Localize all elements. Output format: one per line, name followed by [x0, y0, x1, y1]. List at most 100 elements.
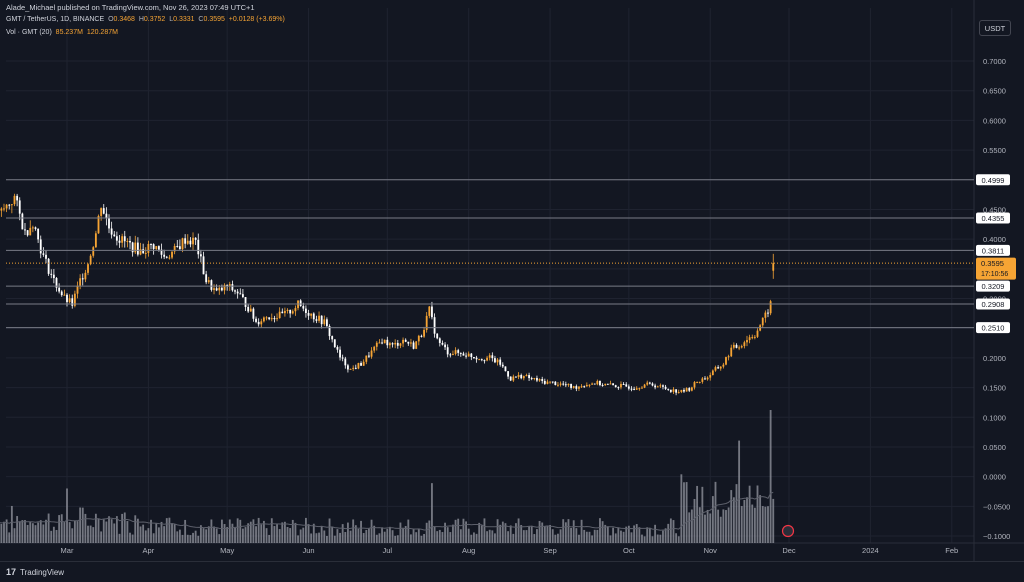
volume-bar: [436, 531, 439, 543]
volume-bar: [81, 507, 84, 543]
candle-body: [100, 208, 103, 216]
candle-body: [546, 381, 549, 384]
candle-body: [283, 310, 286, 314]
candle-body: [136, 242, 139, 255]
candle-body: [748, 337, 751, 341]
candle-body: [585, 384, 588, 387]
volume-bar: [16, 516, 19, 543]
volume-bar: [92, 527, 95, 543]
volume-bar: [557, 533, 559, 543]
volume-bar: [690, 509, 693, 543]
volume-bar: [386, 528, 389, 543]
volume-bar: [396, 535, 399, 543]
candle-body: [604, 383, 607, 386]
candle-body: [509, 376, 512, 381]
candle-body: [751, 337, 754, 339]
candle-body: [704, 378, 706, 380]
candle-body: [326, 319, 328, 327]
volume-bar: [39, 520, 42, 543]
volume-bar: [244, 527, 247, 543]
volume-bar: [711, 496, 714, 543]
y-tick-label: 0.2000: [983, 354, 1006, 363]
volume-bar: [654, 524, 657, 543]
candle-body: [331, 336, 334, 340]
volume-bar: [743, 500, 746, 543]
candle-body: [37, 228, 40, 240]
volume-bar: [722, 509, 725, 543]
symbol-name: GMT / TetherUS, 1D, BINANCE: [6, 16, 105, 23]
candle-body: [420, 335, 423, 337]
volume-bar: [407, 519, 410, 543]
candle-body: [431, 306, 433, 318]
volume-bar: [651, 536, 654, 543]
volume-bar: [554, 534, 557, 543]
volume-bar: [433, 526, 436, 543]
volume-bar: [719, 516, 722, 543]
candle-body: [289, 309, 292, 314]
candle-body: [462, 353, 465, 356]
candle-body: [92, 247, 95, 256]
candle-body: [562, 383, 565, 385]
candle-body: [735, 344, 738, 348]
close-value: 0.3595: [203, 16, 225, 23]
candle-body: [465, 355, 467, 357]
candle-body: [352, 367, 355, 369]
price-chart[interactable]: 0.70000.65000.60000.55000.50000.45000.40…: [0, 0, 1024, 561]
volume-bar: [646, 527, 649, 543]
candle-body: [391, 343, 394, 345]
candle-body: [310, 313, 313, 316]
candle-body: [648, 382, 651, 384]
candle-body: [365, 355, 368, 362]
candle-body: [228, 284, 231, 287]
volume-bar: [512, 533, 515, 543]
candle-body: [677, 392, 680, 394]
candle-body: [339, 349, 341, 358]
candle-body: [627, 386, 630, 389]
volume-bar: [580, 519, 583, 543]
volume-bar: [725, 510, 727, 543]
candle-body: [488, 355, 491, 358]
volume-ma-line: [0, 491, 774, 531]
volume-bar: [255, 526, 257, 543]
candle-body: [255, 318, 257, 322]
volume-bar: [50, 530, 53, 543]
volume-label: Vol · GMT (20): [6, 29, 52, 36]
volume-bar: [478, 522, 481, 543]
volume-bar: [100, 531, 103, 543]
candle-body: [315, 319, 318, 321]
candle-body: [606, 383, 609, 385]
volume-bar: [391, 530, 394, 543]
volume-bar: [192, 532, 194, 543]
volume-bar: [601, 521, 604, 543]
volume-bar: [323, 530, 326, 543]
candle-body: [50, 273, 53, 275]
volume-bar: [641, 534, 643, 543]
volume-bar: [110, 519, 113, 543]
candle-body: [281, 311, 284, 314]
volume-bar: [462, 518, 465, 543]
volume-bar: [704, 514, 706, 543]
candle-body: [680, 389, 683, 393]
volume-bar: [525, 530, 528, 543]
currency-button[interactable]: USDT: [979, 20, 1011, 36]
volume-bar: [677, 536, 680, 543]
volume-bar: [767, 506, 769, 543]
volume-bar: [756, 485, 759, 543]
candle-body: [593, 383, 596, 385]
volume-bar: [562, 519, 565, 543]
volume-bar: [473, 532, 475, 543]
candle-body: [160, 249, 163, 255]
candle-body: [696, 382, 699, 384]
footer-bar: 17 TradingView: [0, 561, 1024, 582]
volume-bar: [320, 526, 323, 543]
volume-bar: [87, 525, 89, 543]
candle-body: [373, 346, 376, 351]
candle-body: [94, 233, 97, 248]
tradingview-logo[interactable]: 17 TradingView: [6, 567, 64, 577]
volume-bar: [415, 532, 418, 543]
candle-body: [635, 388, 638, 390]
volume-bar: [507, 531, 509, 543]
candle-body: [249, 308, 252, 312]
candle-body: [646, 382, 649, 385]
candle-body: [769, 301, 772, 314]
